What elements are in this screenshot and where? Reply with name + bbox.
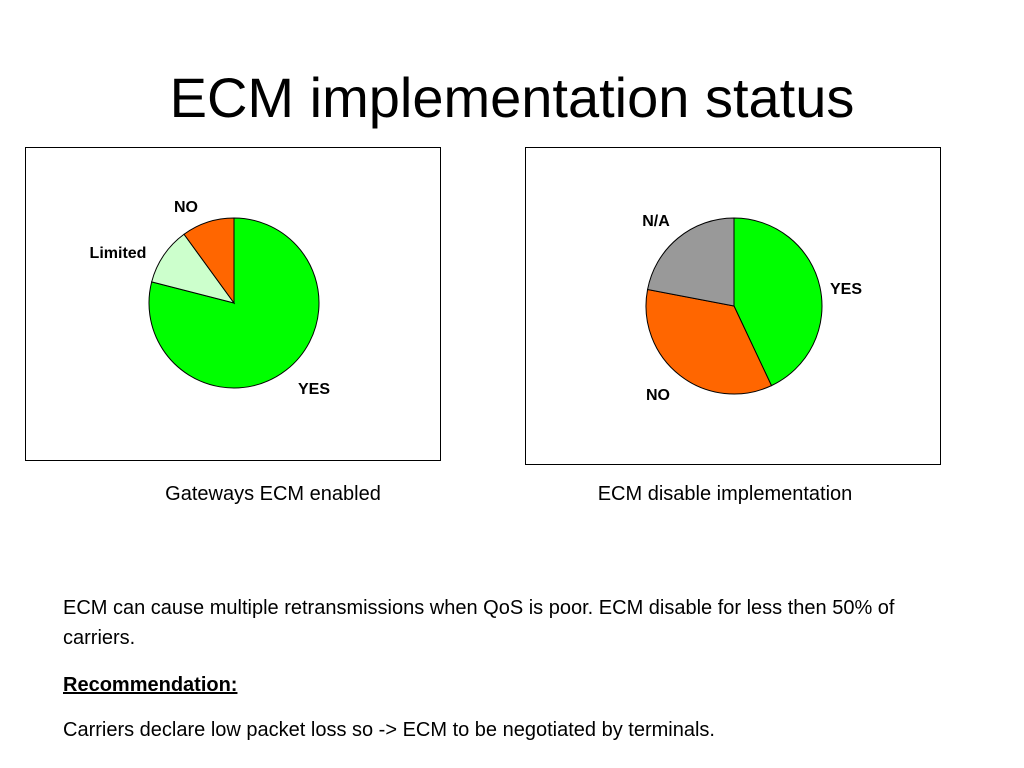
pie-label-no: NO xyxy=(174,199,198,216)
ecm-disable-pie-chart: YES NO N/A xyxy=(525,147,941,465)
pie-label-no: NO xyxy=(646,387,670,404)
recommendation-heading: Recommendation: xyxy=(63,674,238,696)
slide-title: ECM implementation status xyxy=(169,66,855,129)
pie-slice-no xyxy=(183,217,235,305)
gateways-ecm-pie-chart: YES Limited NO xyxy=(25,147,441,461)
pie-label-yes: YES xyxy=(830,281,862,298)
pie-label-n-a: N/A xyxy=(642,213,670,230)
ecm-disable-pie-svg: YES NO N/A xyxy=(642,213,862,404)
recommendation-text: Carriers declare low packet loss so -> E… xyxy=(63,719,715,741)
pie-slice-yes xyxy=(733,217,823,387)
gateways-ecm-pie-svg: YES Limited NO xyxy=(90,199,331,398)
right-chart-caption: ECM disable implementation xyxy=(597,483,853,505)
pie-label-yes: YES xyxy=(298,381,330,398)
pie-slice-yes xyxy=(148,217,320,389)
pie-slice-n-a xyxy=(646,217,735,307)
pie-label-limited: Limited xyxy=(90,245,147,262)
note-text: ECM can cause multiple retransmissions w… xyxy=(63,597,895,649)
left-chart-caption: Gateways ECM enabled xyxy=(165,483,381,505)
pie-slice-no xyxy=(645,288,773,395)
